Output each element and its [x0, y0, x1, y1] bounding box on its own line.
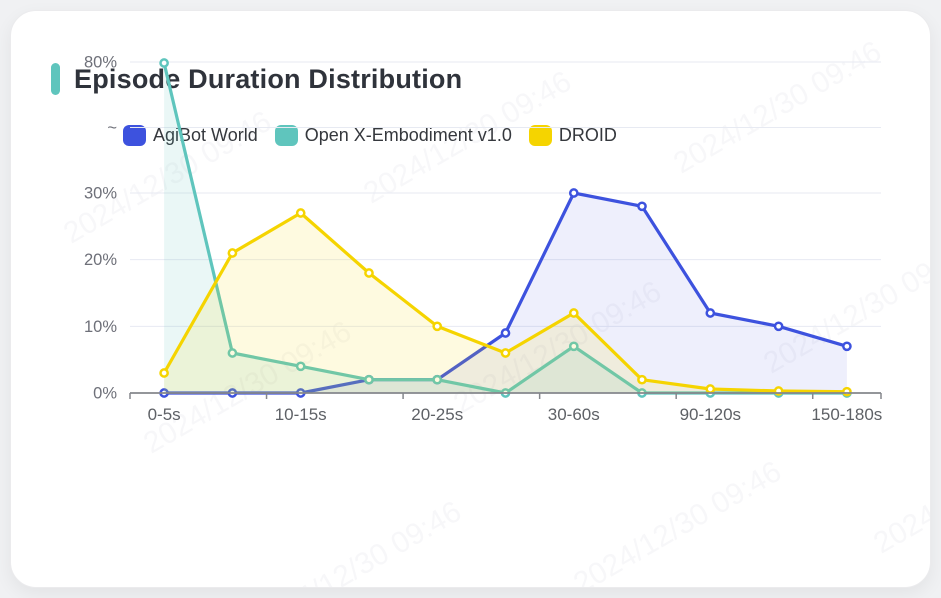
data-point[interactable] [705, 308, 716, 318]
y-axis-label: 30% [84, 185, 117, 203]
data-point[interactable] [295, 208, 306, 218]
series-area [164, 213, 847, 393]
legend-label: Open X-Embodiment v1.0 [304, 125, 512, 145]
legend-label: DROID [558, 125, 617, 145]
data-point[interactable] [364, 268, 374, 278]
y-axis-label: 0% [93, 385, 117, 403]
y-axis-label: ~ [107, 119, 117, 137]
data-point[interactable] [159, 58, 169, 68]
data-point[interactable] [500, 328, 511, 338]
x-axis [129, 392, 882, 399]
series-area [164, 63, 847, 393]
legend-item-open-x-embodiment-v1-0[interactable]: Open X-Embodiment v1.0 [274, 125, 512, 146]
data-point[interactable] [568, 188, 579, 198]
data-point[interactable] [159, 368, 169, 378]
y-axis-label: 10% [84, 318, 117, 336]
series-droid [159, 208, 852, 397]
data-point[interactable] [364, 374, 374, 385]
y-axis-label: 80% [84, 54, 117, 72]
legend-item-droid[interactable]: DROID [528, 125, 617, 146]
episode-duration-chart: 0-5s 10-15s 20-25s 30-60s 90-120s 150-180s 0% 1… [84, 54, 882, 425]
watermark-text: 2024/12/30 09:46 [568, 454, 787, 588]
chart-card: 2024/12/30 09:46 2024/12/30 09:46 2024/12/… [10, 10, 931, 588]
data-point[interactable] [432, 321, 443, 332]
data-point[interactable] [432, 374, 443, 385]
data-point[interactable] [637, 201, 647, 212]
series-area [164, 193, 847, 393]
data-point[interactable] [705, 384, 716, 394]
data-point[interactable] [295, 361, 306, 372]
x-axis-label: 30-60s [548, 405, 600, 424]
y-axis-label: 20% [84, 251, 117, 269]
legend-marker [274, 125, 298, 146]
data-point[interactable] [568, 341, 579, 352]
x-axis-label: 90-120s [680, 405, 741, 424]
title-accent-bar [51, 63, 60, 95]
data-point[interactable] [227, 348, 238, 358]
watermark-text: 2024/12/30 09:46 [248, 494, 467, 588]
data-point[interactable] [500, 348, 511, 358]
data-point[interactable] [227, 248, 238, 258]
data-point[interactable] [842, 386, 852, 397]
data-point[interactable] [842, 341, 852, 352]
x-axis-label: 0-5s [148, 405, 181, 424]
legend-marker [528, 125, 552, 146]
x-axis-label: 150-180s [811, 405, 882, 424]
data-point[interactable] [773, 321, 784, 332]
x-axis-label: 20-25s [411, 405, 463, 424]
data-point[interactable] [637, 374, 647, 385]
card-header: Episode Duration Distribution [51, 63, 462, 95]
chart-title: Episode Duration Distribution [74, 63, 463, 94]
x-axis-label: 10-15s [275, 405, 327, 424]
legend-marker [123, 125, 146, 146]
data-point[interactable] [568, 308, 579, 318]
